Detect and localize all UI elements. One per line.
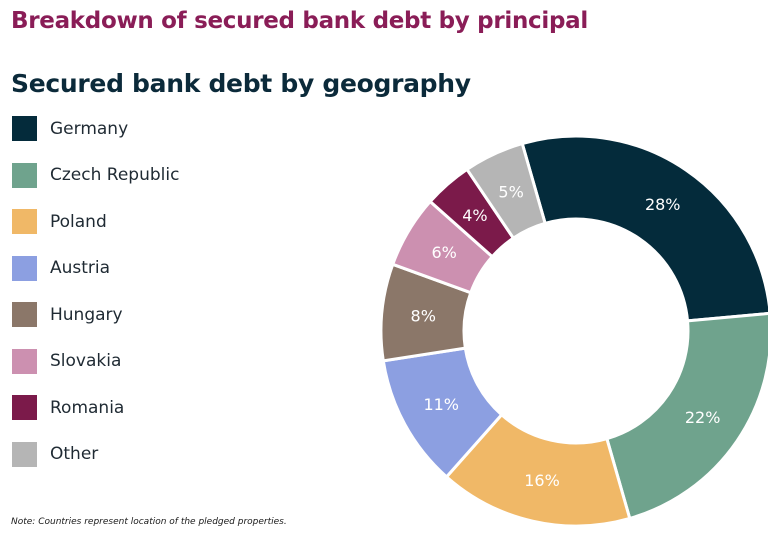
slice-data-label: 5%	[498, 182, 523, 201]
legend-swatch	[12, 255, 37, 281]
page-title: Breakdown of secured bank debt by princi…	[11, 8, 588, 34]
donut-slice-czech-republic	[605, 312, 768, 521]
legend-item: Czech Republic	[12, 162, 179, 189]
legend-swatch	[12, 348, 37, 374]
legend-label: Germany	[50, 118, 129, 139]
legend-item: Hungary	[12, 301, 179, 328]
chart-legend: Germany Czech Republic Poland Austria Hungar…	[12, 115, 179, 487]
legend-swatch	[12, 441, 37, 467]
legend-item: Romania	[12, 394, 179, 421]
slice-data-label: 11%	[423, 395, 459, 414]
legend-swatch	[12, 116, 37, 141]
legend-item: Austria	[12, 255, 179, 282]
donut-slice-germany	[520, 134, 768, 323]
legend-label: Poland	[50, 211, 107, 232]
legend-label: Slovakia	[50, 351, 122, 371]
donut-slice-other	[464, 141, 547, 241]
slice-data-label: 4%	[462, 206, 487, 225]
legend-item: Poland	[12, 208, 179, 235]
footnote: Note: Countries represent location of th…	[11, 517, 287, 527]
legend-label: Hungary	[50, 304, 123, 325]
legend-label: Romania	[50, 397, 125, 418]
slice-data-label: 16%	[524, 471, 560, 490]
chart-title: Secured bank debt by geography	[11, 69, 471, 98]
legend-swatch	[12, 395, 37, 420]
slice-data-label: 28%	[645, 195, 681, 214]
legend-label: Czech Republic	[50, 165, 180, 185]
legend-swatch	[12, 302, 37, 327]
slice-data-label: 6%	[431, 243, 456, 262]
legend-item: Other	[12, 441, 179, 468]
legend-swatch	[12, 209, 37, 234]
slice-data-label: 8%	[411, 307, 436, 326]
legend-label: Austria	[50, 258, 111, 278]
legend-swatch	[12, 162, 37, 188]
slice-data-label: 22%	[685, 408, 721, 427]
legend-item: Slovakia	[12, 348, 179, 375]
legend-item: Germany	[12, 115, 179, 142]
legend-label: Other	[50, 444, 99, 464]
